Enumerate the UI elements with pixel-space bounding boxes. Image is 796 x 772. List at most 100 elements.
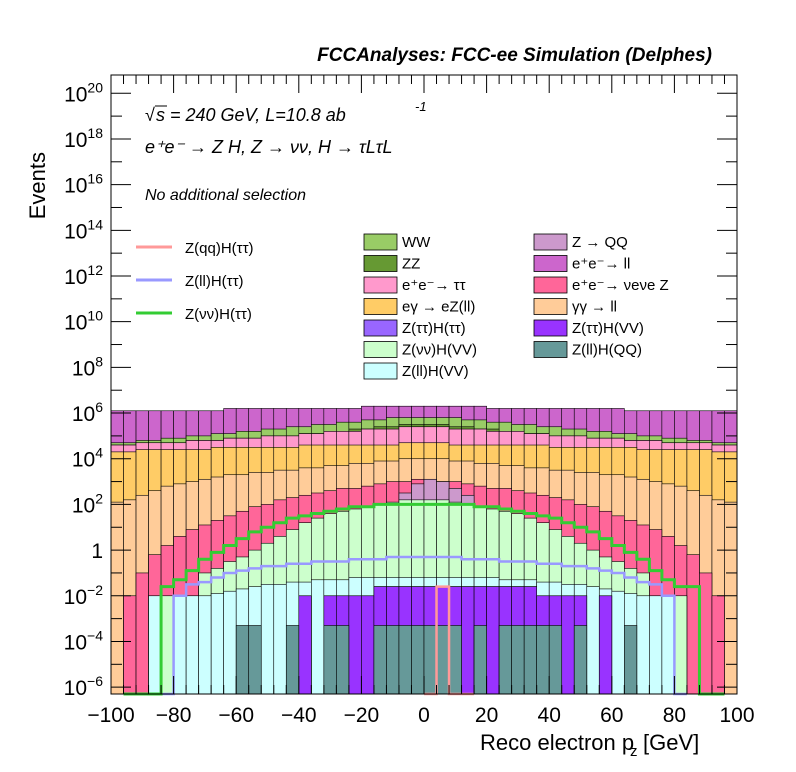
legend-label: Z(νν)H(VV)	[402, 342, 477, 359]
legend-label: Z → QQ	[572, 234, 628, 251]
legend-label: e⁺e⁻→ ll	[572, 256, 630, 273]
legend-bkg-item: e⁺e⁻→ νeνe Z	[533, 276, 669, 294]
bar-zll_hvv-42	[636, 595, 650, 695]
x-tick-label: 60	[600, 704, 623, 727]
bar-zll_hqq-21	[373, 625, 387, 695]
legend-bkg-item: ZZ	[363, 255, 420, 273]
x-axis-label-group: Reco electron p z [GeV]	[480, 730, 699, 760]
y-tick-label: 108	[72, 353, 103, 380]
bar-ee_nunuz-47	[699, 572, 713, 695]
bar-ee_nunuz-1	[123, 595, 137, 695]
y-tick-label: 10−4	[64, 627, 104, 654]
y-tick-label: 1018	[64, 125, 103, 152]
svg-text:√: √	[145, 105, 155, 125]
bar-zll_hqq-37	[573, 625, 588, 695]
x-axis: −100 −80 −60 −40 −20 0 20 40 60 80 100	[87, 75, 755, 727]
legend-label: Z(ττ)H(VV)	[572, 320, 644, 337]
bar-zll_hqq-17	[323, 625, 337, 695]
legend-swatch	[533, 298, 568, 315]
bar-zll_hqq-18	[336, 625, 350, 695]
legend: Z(qq)H(ττ) Z(ll)H(ττ) Z(νν)H(ττ) WW ZZ e⁺e⁻→ …	[136, 233, 669, 380]
bar-ztautau_hvv-36	[561, 595, 575, 695]
x-tick-label: 80	[663, 704, 686, 727]
y-tick-label: 1	[91, 540, 103, 563]
legend-signal-item: Z(qq)H(ττ)	[136, 240, 254, 257]
legend-swatch	[533, 341, 568, 358]
y-tick-label: 10−6	[64, 673, 104, 700]
line-sig_ll	[161, 555, 687, 696]
legend-label: Z(ll)H(QQ)	[572, 342, 642, 359]
bar-zll_hqq-26	[436, 625, 450, 695]
x-axis-label-unit: [GeV]	[643, 730, 699, 755]
selection-text: No additional selection	[145, 187, 306, 204]
sqrt-s-text: s = 240 GeV, L=10.8 ab	[156, 105, 346, 125]
legend-bkg-item: e⁺e⁻→ ττ	[363, 276, 466, 294]
bar-zll_hqq-35	[548, 625, 563, 695]
bar-ztautau_hvv-30	[486, 586, 500, 695]
bar-znunu_hvv-45	[674, 595, 688, 695]
legend-label: WW	[402, 234, 431, 251]
bar-ee_nunuz-46	[686, 554, 700, 695]
bar-zll_hqq-27	[448, 625, 462, 695]
bar-zll_hqq-25	[423, 625, 437, 695]
legend-label: Z(ττ)H(ττ)	[402, 320, 466, 337]
bar-gammagamma_ll-0	[110, 501, 124, 695]
legend-label: eγ → eZ(ll)	[402, 299, 475, 316]
legend-swatch	[363, 298, 398, 315]
legend-swatch	[363, 276, 398, 294]
bar-zll_hvv-44	[661, 595, 675, 695]
bar-zll_hqq-23	[398, 625, 412, 695]
bar-zll_hqq-10	[235, 625, 250, 695]
y-tick-label: 1012	[64, 262, 103, 289]
y-tick-label: 1016	[64, 171, 103, 198]
legend-swatch	[533, 276, 568, 294]
y-tick-label: 104	[72, 445, 103, 472]
bar-zll_hvv-16	[311, 579, 325, 695]
legend-swatch	[533, 233, 568, 251]
bar-zll_hqq-22	[386, 625, 400, 695]
legend-swatch	[363, 341, 398, 358]
y-axis: 10−6 10−4 10−2 1 102 104 106 108 1010 1012 1014 101…	[64, 79, 737, 700]
bar-zll_hvv-8	[210, 593, 224, 695]
band-zll_hqq	[235, 625, 638, 695]
legend-label: Z(ll)H(VV)	[402, 363, 469, 380]
y-tick-label: 102	[72, 490, 103, 517]
legend-swatch	[363, 362, 398, 380]
legend-bkg-item: e⁺e⁻→ ll	[533, 255, 630, 273]
legend-bkg-item: Z(νν)H(VV)	[363, 341, 477, 359]
x-tick-label: −60	[218, 704, 254, 727]
legend-swatch	[533, 319, 568, 337]
bar-zll_hqq-29	[473, 625, 487, 695]
legend-label: γγ → ll	[572, 299, 617, 316]
bar-zll_hqq-34	[536, 625, 550, 695]
x-tick-label: −40	[281, 704, 317, 727]
bar-zll_hqq-14	[285, 625, 300, 695]
legend-label: Z(νν)H(ττ)	[185, 306, 252, 323]
bar-zll_hqq-31	[498, 625, 512, 695]
legend-bkg-item: Z(ll)H(VV)	[363, 362, 469, 380]
legend-bkg-item: γγ → ll	[533, 298, 617, 316]
bar-zll_hvv-12	[260, 584, 275, 695]
bar-zll_hqq-11	[248, 625, 262, 695]
x-tick-label: 0	[418, 704, 430, 727]
bar-gammagamma_ll-49	[724, 501, 738, 695]
x-axis-label-sub: z	[630, 743, 638, 760]
y-tick-label: 1010	[64, 308, 103, 335]
stack-bands	[110, 405, 738, 695]
x-tick-label: −100	[87, 704, 134, 727]
bar-zll_hvv-7	[198, 595, 212, 695]
legend-signal-item: Z(νν)H(ττ)	[136, 306, 252, 323]
legend-label: Z(qq)H(ττ)	[185, 240, 254, 257]
bar-zll_hvv-13	[273, 584, 287, 695]
legend-bkg-item: Z → QQ	[533, 233, 628, 251]
bar-zll_hvv-5	[173, 595, 187, 695]
lumi-exponent: -1	[415, 99, 427, 114]
bar-zll_hqq-41	[624, 625, 638, 695]
x-tick-label: 100	[719, 704, 754, 727]
bar-ztautau_hvv-39	[598, 595, 613, 695]
bar-zll_hvv-6	[185, 595, 199, 695]
sqrt-s-annotation: √ s = 240 GeV, L=10.8 ab -1	[145, 99, 427, 125]
legend-label: ZZ	[402, 256, 420, 273]
bar-zll_hvv-3	[148, 595, 162, 695]
